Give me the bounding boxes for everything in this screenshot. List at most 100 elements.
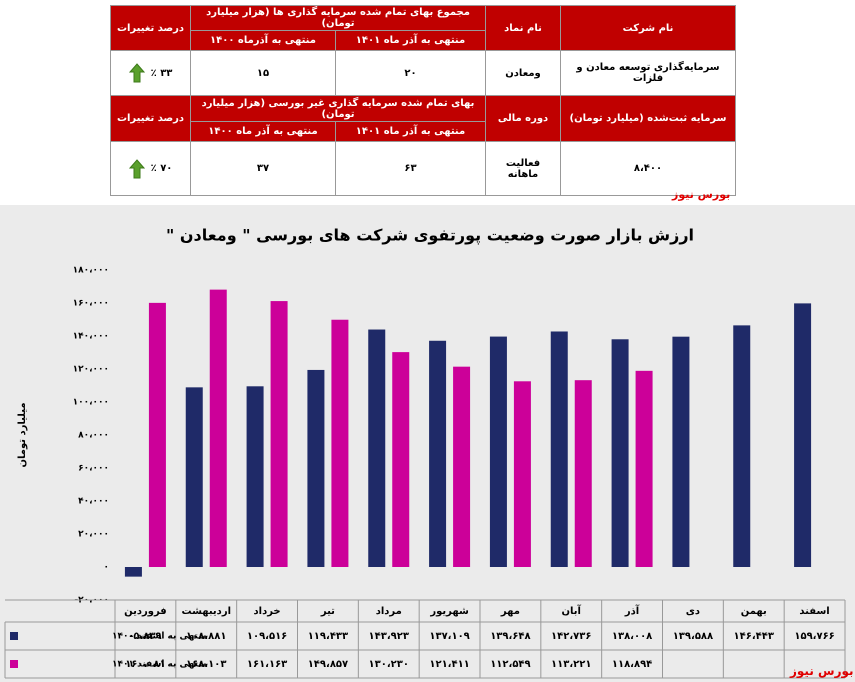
value-label: ۱۳۸،۰۰۸ xyxy=(612,631,652,642)
cell: ۱۵ xyxy=(189,50,337,96)
cell: منتهی به آذر ماه ۱۴۰۰ xyxy=(189,121,337,142)
bar xyxy=(246,386,264,567)
bar xyxy=(368,329,386,567)
cell: سرمایه‌گذاری توسعه معادن و فلزات xyxy=(560,50,737,96)
x-tick-label: بهمن xyxy=(741,606,767,617)
change-text: ۳۳ ٪ xyxy=(150,67,173,79)
value-label: ۱۳۰،۲۳۰ xyxy=(369,659,409,670)
y-tick-label: ۱۴۰،۰۰۰ xyxy=(73,332,109,342)
y-tick-label: ۸۰،۰۰۰ xyxy=(78,431,109,441)
bar xyxy=(635,370,653,567)
bar xyxy=(148,302,166,567)
x-tick-label: مرداد xyxy=(376,606,402,617)
x-tick-label: اسفند xyxy=(799,606,829,617)
value-label: ۱۵۹،۷۶۶ xyxy=(794,631,834,642)
y-tick-label: ۶۰،۰۰۰ xyxy=(78,464,109,474)
change: ۷۰ ٪ xyxy=(128,158,173,179)
bar xyxy=(733,325,751,567)
value-label: ۱۳۹،۶۴۸ xyxy=(490,631,530,642)
bar xyxy=(209,289,227,567)
bar xyxy=(429,340,447,567)
value-label: ۱۴۶،۴۴۳ xyxy=(734,631,774,642)
up-arrow xyxy=(128,63,145,83)
value-label: ۱۶۱،۱۶۳ xyxy=(247,659,287,670)
x-tick-label: آبان xyxy=(562,604,582,617)
legend-label: منتهی به اسفند ۱۴۰۰ xyxy=(112,632,207,642)
legend-label: منتهی به اسفند ۱۴۰۱ xyxy=(112,660,207,670)
cell: نام شرکت xyxy=(560,5,737,51)
cell: ومعادن xyxy=(485,50,562,96)
bar xyxy=(574,380,592,567)
cell: منتهی به آذر ماه ۱۴۰۱ xyxy=(335,121,487,142)
cell: درصد تغییرات xyxy=(110,5,191,51)
y-tick-label: ۱۲۰،۰۰۰ xyxy=(73,365,109,375)
bar xyxy=(392,352,410,567)
x-tick-label: خرداد xyxy=(254,606,281,617)
info-table: نام شرکت نام نماد مجموع بهای تمام شده سر… xyxy=(110,5,737,196)
cell: ۶۳ xyxy=(335,141,487,196)
watermark: بورس نیوز xyxy=(672,188,731,201)
value-label: ۱۳۷،۱۰۹ xyxy=(429,631,469,642)
y-tick-label: ۱۰۰،۰۰۰ xyxy=(73,398,109,408)
cell: مجموع بهای تمام شده سرمایه گذاری ها (هزا… xyxy=(189,5,487,31)
y-tick-label: ۴۰،۰۰۰ xyxy=(78,497,109,507)
bar xyxy=(513,381,531,567)
cell: ۷۰ ٪ xyxy=(110,141,191,196)
value-label: ۱۴۳،۹۲۳ xyxy=(369,631,409,642)
y-axis-label: میلیارد تومان xyxy=(17,402,28,467)
value-label: ۱۰۹،۵۱۶ xyxy=(247,631,287,642)
chart-background xyxy=(0,205,855,682)
bar xyxy=(550,331,568,567)
cell: درصد تغییرات xyxy=(110,95,191,142)
change: ۳۳ ٪ xyxy=(128,63,173,83)
bar xyxy=(270,301,288,567)
cell: منتهی به آذر ماه ۱۴۰۱ xyxy=(335,30,487,51)
bar xyxy=(489,336,507,567)
x-tick-label: اردیبهشت xyxy=(181,606,231,617)
watermark: بورس نیوز xyxy=(790,664,854,678)
chart-title: ارزش بازار صورت وضعیت پورتفوی شرکت های ب… xyxy=(166,226,694,246)
bar xyxy=(185,387,203,567)
bar xyxy=(794,303,812,567)
value-label: ۱۳۹،۵۸۸ xyxy=(673,631,713,642)
bar xyxy=(307,369,325,567)
cell: سرمایه ثبت‌شده (میلیارد تومان) xyxy=(560,95,737,142)
x-tick-label: فروردین xyxy=(124,606,167,617)
y-tick-label: ۲۰،۰۰۰ xyxy=(78,530,109,540)
value-label: -۵،۸۳۹ xyxy=(129,631,161,642)
value-label: ۱۱۸،۸۹۴ xyxy=(612,659,652,670)
value-label: ۱۲۱،۴۱۱ xyxy=(429,659,469,670)
x-tick-label: آذر xyxy=(624,604,640,617)
value-label: ۱۱۲،۵۴۹ xyxy=(490,659,530,670)
x-tick-label: دی xyxy=(686,606,700,617)
bar xyxy=(124,567,142,577)
value-label: ۱۶۸،۱۰۳ xyxy=(186,659,226,670)
cell: ۳۳ ٪ xyxy=(110,50,191,96)
value-label: ۱۴۲،۷۳۶ xyxy=(551,631,591,642)
cell: ۲۰ xyxy=(335,50,487,96)
bar xyxy=(453,366,471,567)
y-tick-label: ۱۸۰،۰۰۰ xyxy=(73,266,109,276)
bar xyxy=(672,336,690,567)
cell: ۸،۴۰۰ xyxy=(560,141,737,196)
x-tick-label: مهر xyxy=(500,606,520,617)
change-text: ۷۰ ٪ xyxy=(150,163,173,174)
cell: فعالیت ماهانه xyxy=(485,141,562,196)
up-arrow xyxy=(128,158,145,178)
x-tick-label: تیر xyxy=(320,606,335,617)
value-label: ۱۱۹،۴۳۳ xyxy=(308,631,348,642)
cell: دوره مالی xyxy=(485,95,562,142)
bar xyxy=(611,339,629,567)
value-label: ۱۰۸،۸۸۱ xyxy=(186,631,226,642)
legend-swatch xyxy=(10,632,18,640)
y-tick-label: ۱۶۰،۰۰۰ xyxy=(73,299,109,309)
bar xyxy=(331,319,349,567)
y-tick-label: ۰ xyxy=(104,563,110,573)
x-tick-label: شهریور xyxy=(429,606,469,617)
value-label: ۱۱۳،۲۲۱ xyxy=(551,659,591,670)
cell: منتهی به آذرماه ۱۴۰۰ xyxy=(189,30,337,51)
cell: ۳۷ xyxy=(189,141,337,196)
value-label: ۱۶۰،۰۸۱ xyxy=(125,659,165,670)
